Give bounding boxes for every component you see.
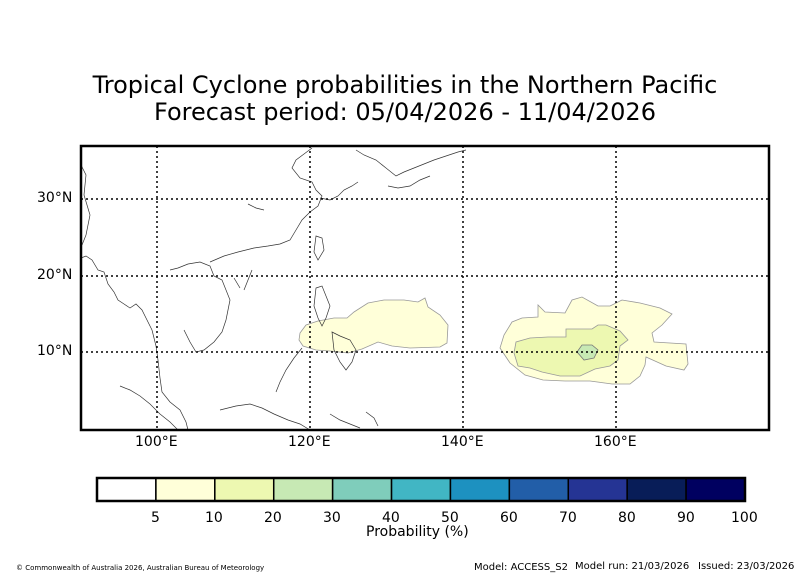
- lon-label-120e: 120°E: [288, 434, 331, 450]
- issued-text: Issued: 23/03/2026: [698, 561, 795, 572]
- colorbar-tick-90: 90: [677, 510, 695, 526]
- colorbar-swatch-2: [214, 477, 275, 502]
- map-area: [81, 146, 769, 430]
- colorbar-tick-20: 20: [264, 510, 282, 526]
- title-line-1: Tropical Cyclone probabilities in the No…: [92, 71, 718, 99]
- colorbar-swatch-9: [626, 477, 687, 502]
- colorbar-swatch-8: [567, 477, 628, 502]
- model-text: Model: ACCESS_S2: [474, 562, 568, 573]
- colorbar-swatch-10: [685, 477, 746, 502]
- colorbar-tick-30: 30: [323, 510, 341, 526]
- prob-region-central-pacific-10: [513, 324, 629, 377]
- gridlines: [81, 146, 769, 430]
- colorbar-tick-50: 50: [441, 510, 459, 526]
- colorbar-swatch-6: [449, 477, 511, 502]
- lat-label-20n: 20°N: [37, 267, 73, 283]
- colorbar-tick-70: 70: [559, 510, 577, 526]
- colorbar-label: Probability (%): [366, 524, 469, 540]
- lon-label-160e: 160°E: [594, 434, 637, 450]
- coastlines: [80, 147, 467, 431]
- lat-label-30n: 30°N: [37, 190, 73, 206]
- colorbar-tick-10: 10: [205, 510, 223, 526]
- colorbar-tick-60: 60: [500, 510, 518, 526]
- lon-label-100e: 100°E: [135, 434, 178, 450]
- lat-label-10n: 10°N: [37, 343, 73, 359]
- copyright-text: © Commonwealth of Australia 2026, Austra…: [16, 564, 265, 572]
- title-line-2: Forecast period: 05/04/2026 - 11/04/2026: [154, 98, 656, 126]
- colorbar-tick-80: 80: [618, 510, 636, 526]
- colorbar-tick-100: 100: [731, 510, 758, 526]
- model-run-text: Model run: 21/03/2026: [575, 561, 690, 572]
- colorbar-tick-5: 5: [151, 510, 160, 526]
- colorbar-swatch-1: [155, 477, 216, 502]
- colorbar-tick-40: 40: [382, 510, 400, 526]
- colorbar-swatch-4: [331, 477, 393, 502]
- colorbar: [96, 477, 746, 502]
- map-frame: [79, 144, 771, 432]
- colorbar-frame: [95, 476, 747, 503]
- lon-label-140e: 140°E: [441, 434, 484, 450]
- colorbar-swatch-7: [508, 477, 570, 502]
- colorbar-swatch-3: [272, 477, 334, 502]
- colorbar-swatch-0: [96, 477, 157, 502]
- colorbar-swatch-5: [390, 477, 452, 502]
